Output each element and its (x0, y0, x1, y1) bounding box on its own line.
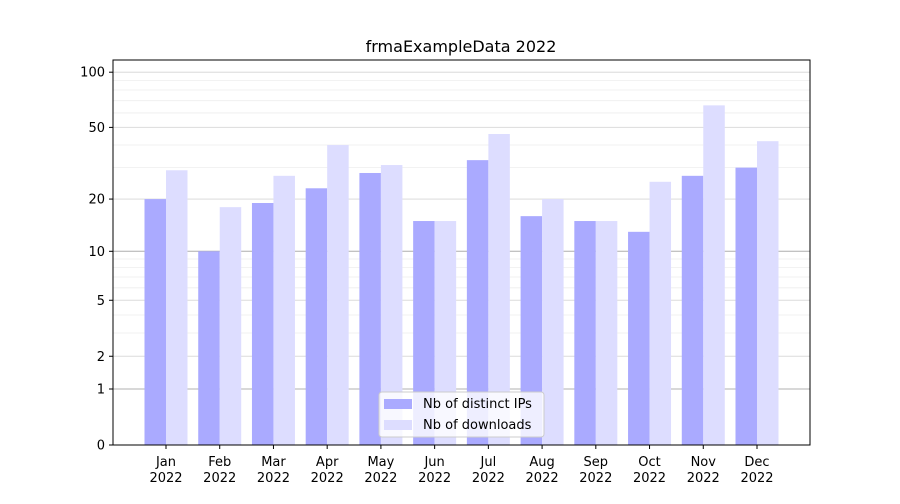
x-tick-label: May 2022 (364, 455, 397, 486)
x-tick-label: Jul 2022 (472, 455, 505, 486)
bar-distinct-ips (359, 172, 381, 446)
x-tick-label: Dec 2022 (740, 455, 773, 486)
bar-distinct-ips (681, 175, 704, 445)
y-tick-label: 50 (88, 121, 105, 136)
bar-downloads (219, 207, 242, 445)
bar-downloads (757, 141, 779, 445)
y-tick-label: 0 (97, 439, 105, 454)
legend: Nb of distinct IPs Nb of downloads (378, 391, 545, 438)
x-tick-label: Nov 2022 (687, 455, 720, 486)
x-tick-label: Jan 2022 (149, 455, 182, 486)
bar-distinct-ips (413, 221, 435, 445)
x-tick-label: Oct 2022 (633, 455, 666, 486)
x-tick-label: Jun 2022 (418, 455, 451, 486)
y-tick-label: 1 (97, 383, 105, 398)
bar-downloads (380, 165, 403, 445)
x-tick-label: Sep 2022 (579, 455, 612, 486)
bar-downloads (327, 145, 349, 445)
bar-downloads (166, 170, 188, 446)
bar-distinct-ips (735, 167, 757, 445)
chart-title: frmaExampleData 2022 (366, 37, 557, 56)
legend-swatch (384, 399, 412, 409)
y-tick-label: 20 (88, 193, 105, 208)
y-tick-label: 2 (97, 350, 105, 365)
bar-distinct-ips (251, 203, 274, 445)
bar-downloads (542, 199, 564, 445)
bar-distinct-ips (466, 160, 489, 445)
legend-label: Nb of downloads (423, 418, 532, 433)
y-tick-label: 100 (80, 66, 105, 81)
legend-swatch (384, 420, 412, 430)
bar-downloads (703, 105, 725, 445)
bar-downloads (595, 221, 618, 445)
bar-downloads (488, 133, 510, 445)
bar-distinct-ips (305, 188, 328, 446)
y-tick-label: 5 (97, 294, 105, 309)
plot-frame (112, 59, 811, 446)
x-tick-label: Feb 2022 (203, 455, 236, 486)
bar-distinct-ips (628, 231, 650, 445)
bar-distinct-ips (198, 251, 220, 445)
bar-downloads (434, 221, 457, 445)
bar-downloads (273, 175, 295, 445)
bar-distinct-ips (144, 199, 166, 445)
bar-downloads (649, 181, 672, 446)
x-tick-label: Aug 2022 (526, 455, 559, 486)
x-tick-label: Apr 2022 (311, 455, 344, 486)
y-tick-label: 10 (88, 245, 105, 260)
legend-box (378, 391, 545, 438)
bar-distinct-ips (574, 221, 596, 445)
legend-label: Nb of distinct IPs (423, 397, 532, 412)
bar-distinct-ips (520, 216, 543, 445)
x-tick-label: Mar 2022 (257, 455, 290, 486)
